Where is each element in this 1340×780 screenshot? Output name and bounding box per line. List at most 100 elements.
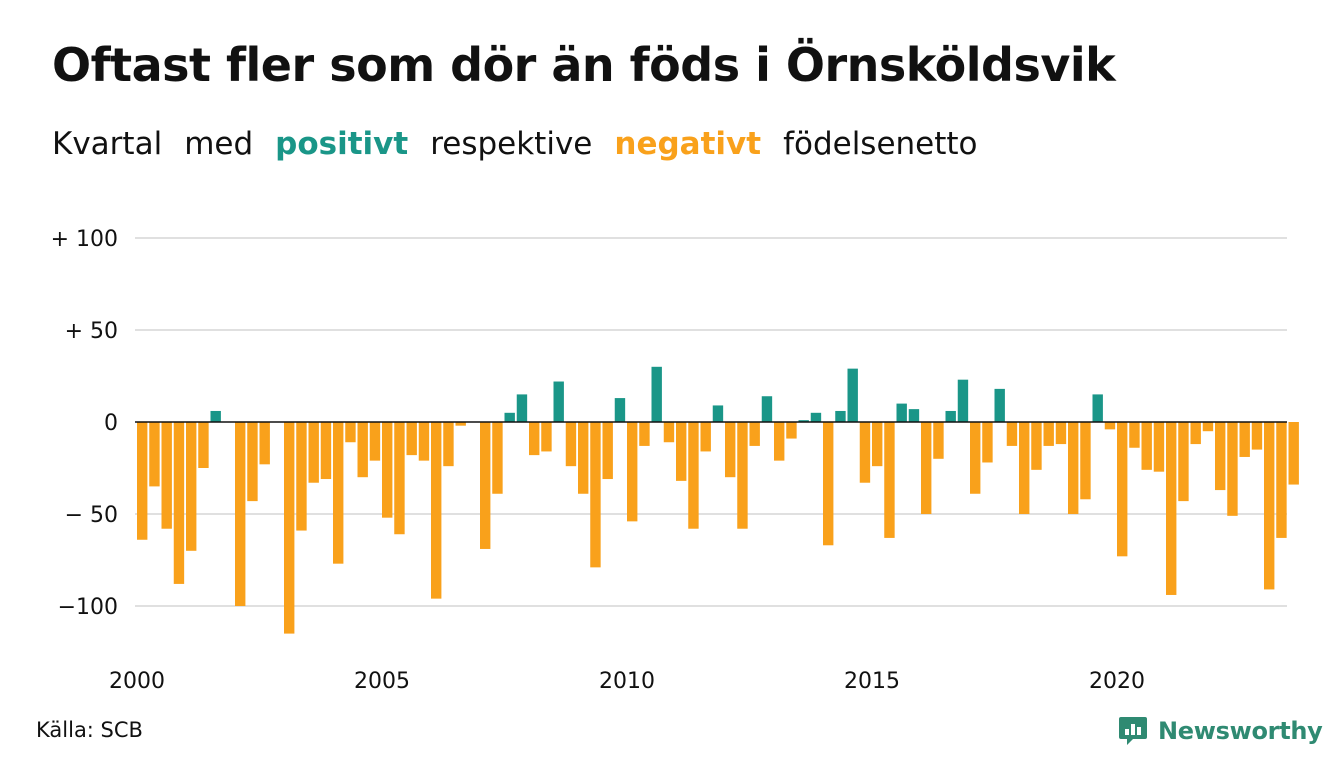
x-tick-label: 2020 — [1089, 669, 1145, 694]
bar-positive — [945, 410, 956, 422]
bar-negative — [382, 422, 393, 518]
bar-layer — [137, 366, 1299, 634]
bar-negative — [308, 422, 319, 483]
bar-negative — [774, 422, 785, 461]
bar-negative — [186, 422, 197, 551]
bar-negative — [639, 422, 650, 446]
bar-negative — [480, 422, 491, 549]
bar-negative — [1239, 422, 1250, 457]
bar-negative — [431, 422, 442, 599]
bar-negative — [1068, 422, 1079, 514]
bar-negative — [1227, 422, 1238, 516]
bar-negative — [1104, 422, 1116, 430]
bar-positive — [908, 409, 920, 422]
bar-negative — [1019, 422, 1030, 514]
subtitle-word-fodelsenetto: födelsenetto — [783, 126, 978, 162]
bar-negative — [1264, 422, 1275, 590]
bar-negative — [1288, 422, 1299, 485]
bar-negative — [1215, 422, 1226, 491]
bar-negative — [1190, 422, 1201, 445]
brand-logo: Newsworthy — [1118, 712, 1323, 750]
subtitle-negative-word: negativt — [614, 126, 762, 162]
bar-negative — [333, 422, 344, 564]
bar-positive — [994, 388, 1005, 422]
bar-negative — [369, 422, 381, 461]
y-tick-label: + 50 — [65, 319, 118, 344]
bar-negative — [406, 422, 417, 456]
x-tick-label: 2015 — [844, 669, 900, 694]
bar-negative — [1276, 422, 1287, 538]
y-tick-label: −100 — [58, 595, 118, 620]
bar-negative — [823, 422, 834, 546]
bar-negative — [198, 422, 209, 468]
bar-negative — [1006, 422, 1018, 446]
bar-negative — [872, 422, 883, 467]
bar-negative — [627, 422, 638, 522]
bar-negative — [565, 422, 577, 467]
bar-negative — [443, 422, 454, 467]
bar-negative — [884, 422, 895, 538]
bar-negative — [1251, 422, 1263, 450]
bar-negative — [235, 422, 246, 606]
y-tick-label: + 100 — [51, 227, 118, 252]
bar-positive — [810, 412, 822, 422]
bar-negative — [247, 422, 258, 502]
bar-positive — [1092, 394, 1103, 422]
brand-name: Newsworthy — [1158, 717, 1323, 745]
axis-layer: + 100 + 50 0 − 50 −100 2000 2005 2010 2015 2020 — [51, 227, 1287, 694]
y-tick-label: 0 — [104, 411, 118, 436]
bar-negative — [1178, 422, 1189, 502]
bar-negative — [602, 422, 613, 480]
chart-title: Oftast fler som dör än föds i Örnsköldsv… — [52, 38, 1116, 92]
bar-negative — [529, 422, 540, 456]
bar-negative — [725, 422, 736, 478]
bar-positive — [847, 368, 858, 422]
bar-negative — [578, 422, 589, 494]
bar-negative — [418, 422, 430, 461]
subtitle-word-kvartal: Kvartal — [52, 126, 163, 162]
bar-negative — [345, 422, 356, 443]
bar-negative — [933, 422, 944, 459]
subtitle-word-med: med — [184, 126, 254, 162]
y-tick-label: − 50 — [65, 503, 118, 528]
bar-positive — [896, 403, 907, 422]
bar-negative — [455, 422, 466, 426]
bar-negative — [749, 422, 760, 446]
bar-negative — [921, 422, 932, 514]
bar-positive — [798, 420, 809, 422]
bar-negative — [137, 422, 148, 540]
bar-positive — [210, 410, 221, 422]
bar-negative — [590, 422, 601, 568]
bar-positive — [712, 405, 724, 422]
bar-negative — [1166, 422, 1177, 595]
bar-negative — [1043, 422, 1054, 446]
bar-positive — [516, 394, 528, 422]
bar-negative — [1129, 422, 1140, 448]
grid-layer — [135, 237, 1287, 607]
bar-positive — [761, 396, 773, 422]
bar-positive — [957, 379, 969, 422]
bar-negative — [1117, 422, 1128, 557]
bar-negative — [676, 422, 687, 481]
bar-positive — [553, 381, 564, 422]
bar-negative — [149, 422, 160, 487]
bar-negative — [173, 422, 185, 584]
source-label: Källa: SCB — [36, 718, 143, 742]
bar-negative — [1031, 422, 1042, 470]
bar-negative — [786, 422, 797, 439]
bar-negative — [492, 422, 503, 494]
bar-negative — [663, 422, 675, 443]
bar-positive — [504, 412, 515, 422]
x-tick-label: 2010 — [599, 669, 655, 694]
x-tick-label: 2005 — [354, 669, 410, 694]
chart-subtitle: Kvartal med positivt respektive negativt föde… — [52, 126, 1000, 162]
bar-negative — [1202, 422, 1214, 432]
bar-positive — [651, 366, 662, 422]
bar-negative — [541, 422, 552, 452]
x-tick-label: 2000 — [109, 669, 165, 694]
bar-negative — [1080, 422, 1091, 500]
bar-negative — [982, 422, 993, 463]
bar-negative — [284, 422, 295, 634]
bar-negative — [970, 422, 981, 494]
